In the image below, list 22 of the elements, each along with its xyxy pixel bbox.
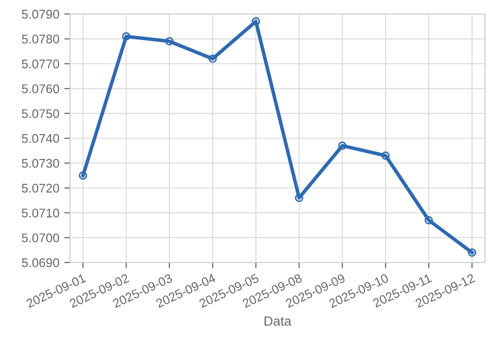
- y-tick-label: 5.0740: [22, 134, 60, 143]
- point: [208, 54, 217, 63]
- y-tick-label: 5.0790: [22, 10, 60, 19]
- y-tick-label: 5.0770: [22, 60, 60, 68]
- point: [165, 37, 174, 46]
- point: [338, 142, 347, 150]
- y-tick-label: 5.0700: [22, 233, 60, 242]
- y-tick-label: 5.0690: [22, 258, 60, 268]
- x-axis-title: Data: [264, 316, 292, 326]
- point: [122, 32, 130, 41]
- point: [424, 216, 433, 224]
- y-tick-label: 5.0760: [22, 84, 60, 94]
- y-tick-label: 5.0730: [22, 158, 60, 168]
- y-tick-label: 5.0710: [22, 208, 60, 218]
- point: [78, 171, 88, 180]
- point: [468, 248, 476, 257]
- y-tick-label: 5.0750: [22, 109, 60, 118]
- y-tick-label: 5.0720: [22, 184, 60, 193]
- point: [381, 151, 390, 160]
- point: [252, 17, 260, 26]
- point: [294, 194, 304, 202]
- y-tick-label: 5.0780: [22, 34, 60, 44]
